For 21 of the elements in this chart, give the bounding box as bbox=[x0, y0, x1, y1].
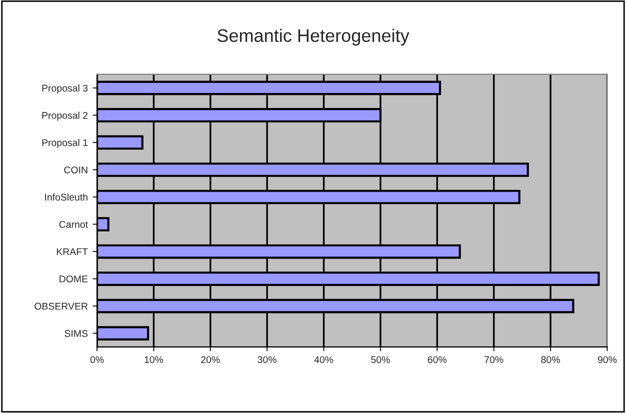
y-tick-label: Proposal 2 bbox=[42, 112, 88, 121]
x-tick-label: 60% bbox=[428, 356, 447, 364]
x-tick-label: 90% bbox=[598, 356, 617, 364]
y-tick-label: DOME bbox=[60, 276, 88, 282]
x-tick-label: 80% bbox=[541, 356, 560, 364]
y-tick-label: KRAFT bbox=[56, 248, 88, 256]
y-tick-label: Carnot bbox=[59, 220, 88, 228]
x-tick-label: 70% bbox=[484, 356, 504, 364]
y-tick-label: OBSERVER bbox=[34, 302, 88, 310]
x-tick-label: 30% bbox=[258, 356, 276, 364]
x-tick-label: 20% bbox=[201, 356, 220, 364]
x-tick-label: 0% bbox=[90, 356, 104, 364]
chart-title: Semantic Heterogeneity bbox=[217, 28, 410, 46]
y-tick-label: SIMS bbox=[64, 330, 88, 337]
y-tick-label: COIN bbox=[64, 166, 88, 174]
y-tick-label: Proposal 3 bbox=[42, 84, 88, 94]
y-tick-label: Proposal 1 bbox=[42, 138, 88, 148]
y-tick-label: InfoSleuth bbox=[45, 193, 88, 201]
x-tick-label: 40% bbox=[314, 356, 334, 364]
x-tick-label: 10% bbox=[144, 356, 164, 364]
x-tick-label: 50% bbox=[371, 356, 390, 364]
